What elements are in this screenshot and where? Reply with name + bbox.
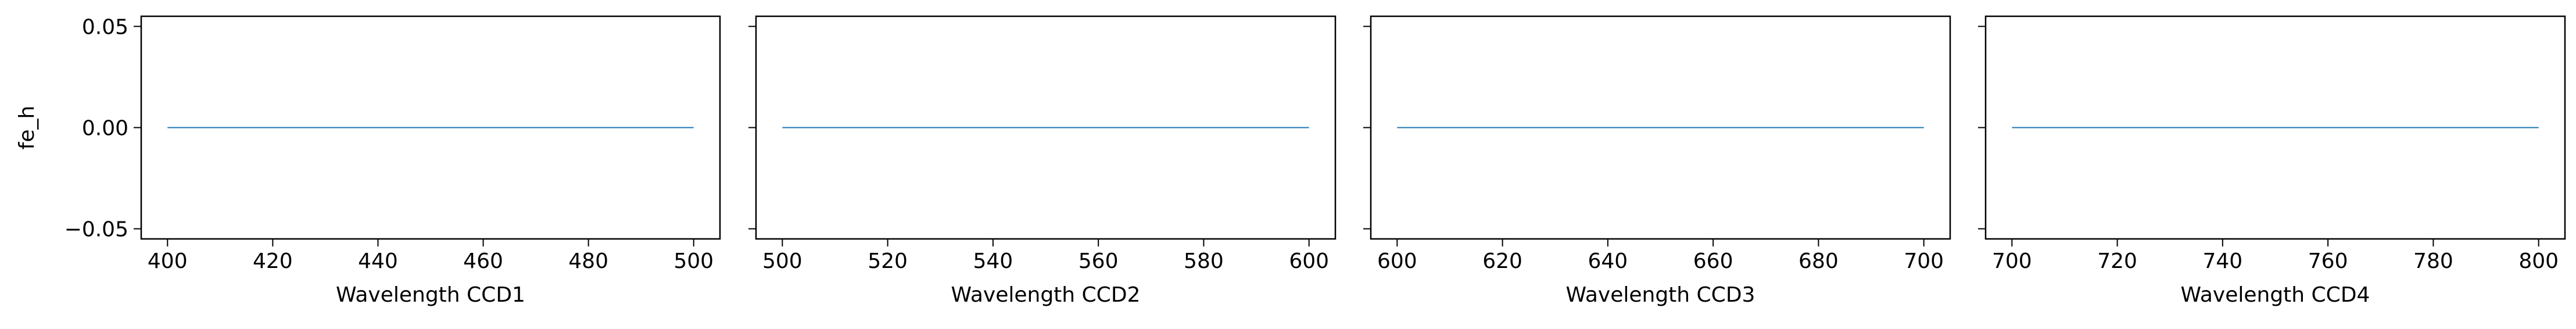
- x-tick-label-3-3: 640: [1588, 249, 1628, 273]
- x-tick-label-1-3: 440: [358, 249, 398, 273]
- x-tick-label-1-2: 420: [253, 249, 293, 273]
- x-tick-label-4-4: 760: [2308, 249, 2348, 273]
- x-axis-label-3: Wavelength CCD3: [1566, 283, 1755, 307]
- x-tick-label-4-6: 800: [2518, 249, 2559, 273]
- x-tick-label-2-2: 520: [868, 249, 908, 273]
- x-tick-label-4-2: 720: [2097, 249, 2137, 273]
- x-tick-label-1-5: 480: [568, 249, 608, 273]
- x-axis-label-2: Wavelength CCD2: [951, 283, 1141, 307]
- x-axis-label-1: Wavelength CCD1: [336, 283, 525, 307]
- x-tick-label-3-1: 600: [1377, 249, 1417, 273]
- x-tick-label-4-1: 700: [1992, 249, 2032, 273]
- x-tick-label-3-4: 660: [1693, 249, 1733, 273]
- x-tick-label-2-6: 600: [1289, 249, 1329, 273]
- x-tick-label-1-1: 400: [148, 249, 188, 273]
- x-tick-label-4-5: 780: [2413, 249, 2453, 273]
- x-tick-label-3-5: 680: [1798, 249, 1839, 273]
- x-tick-label-4-3: 740: [2203, 249, 2243, 273]
- x-tick-label-2-5: 580: [1184, 249, 1224, 273]
- x-tick-label-3-6: 700: [1904, 249, 1944, 273]
- x-tick-label-2-1: 500: [762, 249, 802, 273]
- y-axis-label: fe_h: [15, 106, 39, 150]
- x-tick-label-2-3: 540: [973, 249, 1013, 273]
- x-axis-label-4: Wavelength CCD4: [2181, 283, 2370, 307]
- y-tick-label-1-3: 0.05: [82, 15, 128, 39]
- y-tick-label-1-1: −0.05: [65, 218, 128, 242]
- x-tick-label-3-2: 620: [1482, 249, 1522, 273]
- y-tick-label-1-2: 0.00: [82, 117, 128, 141]
- x-tick-label-1-6: 500: [673, 249, 714, 273]
- x-tick-label-1-4: 460: [463, 249, 503, 273]
- x-tick-label-2-4: 560: [1079, 249, 1119, 273]
